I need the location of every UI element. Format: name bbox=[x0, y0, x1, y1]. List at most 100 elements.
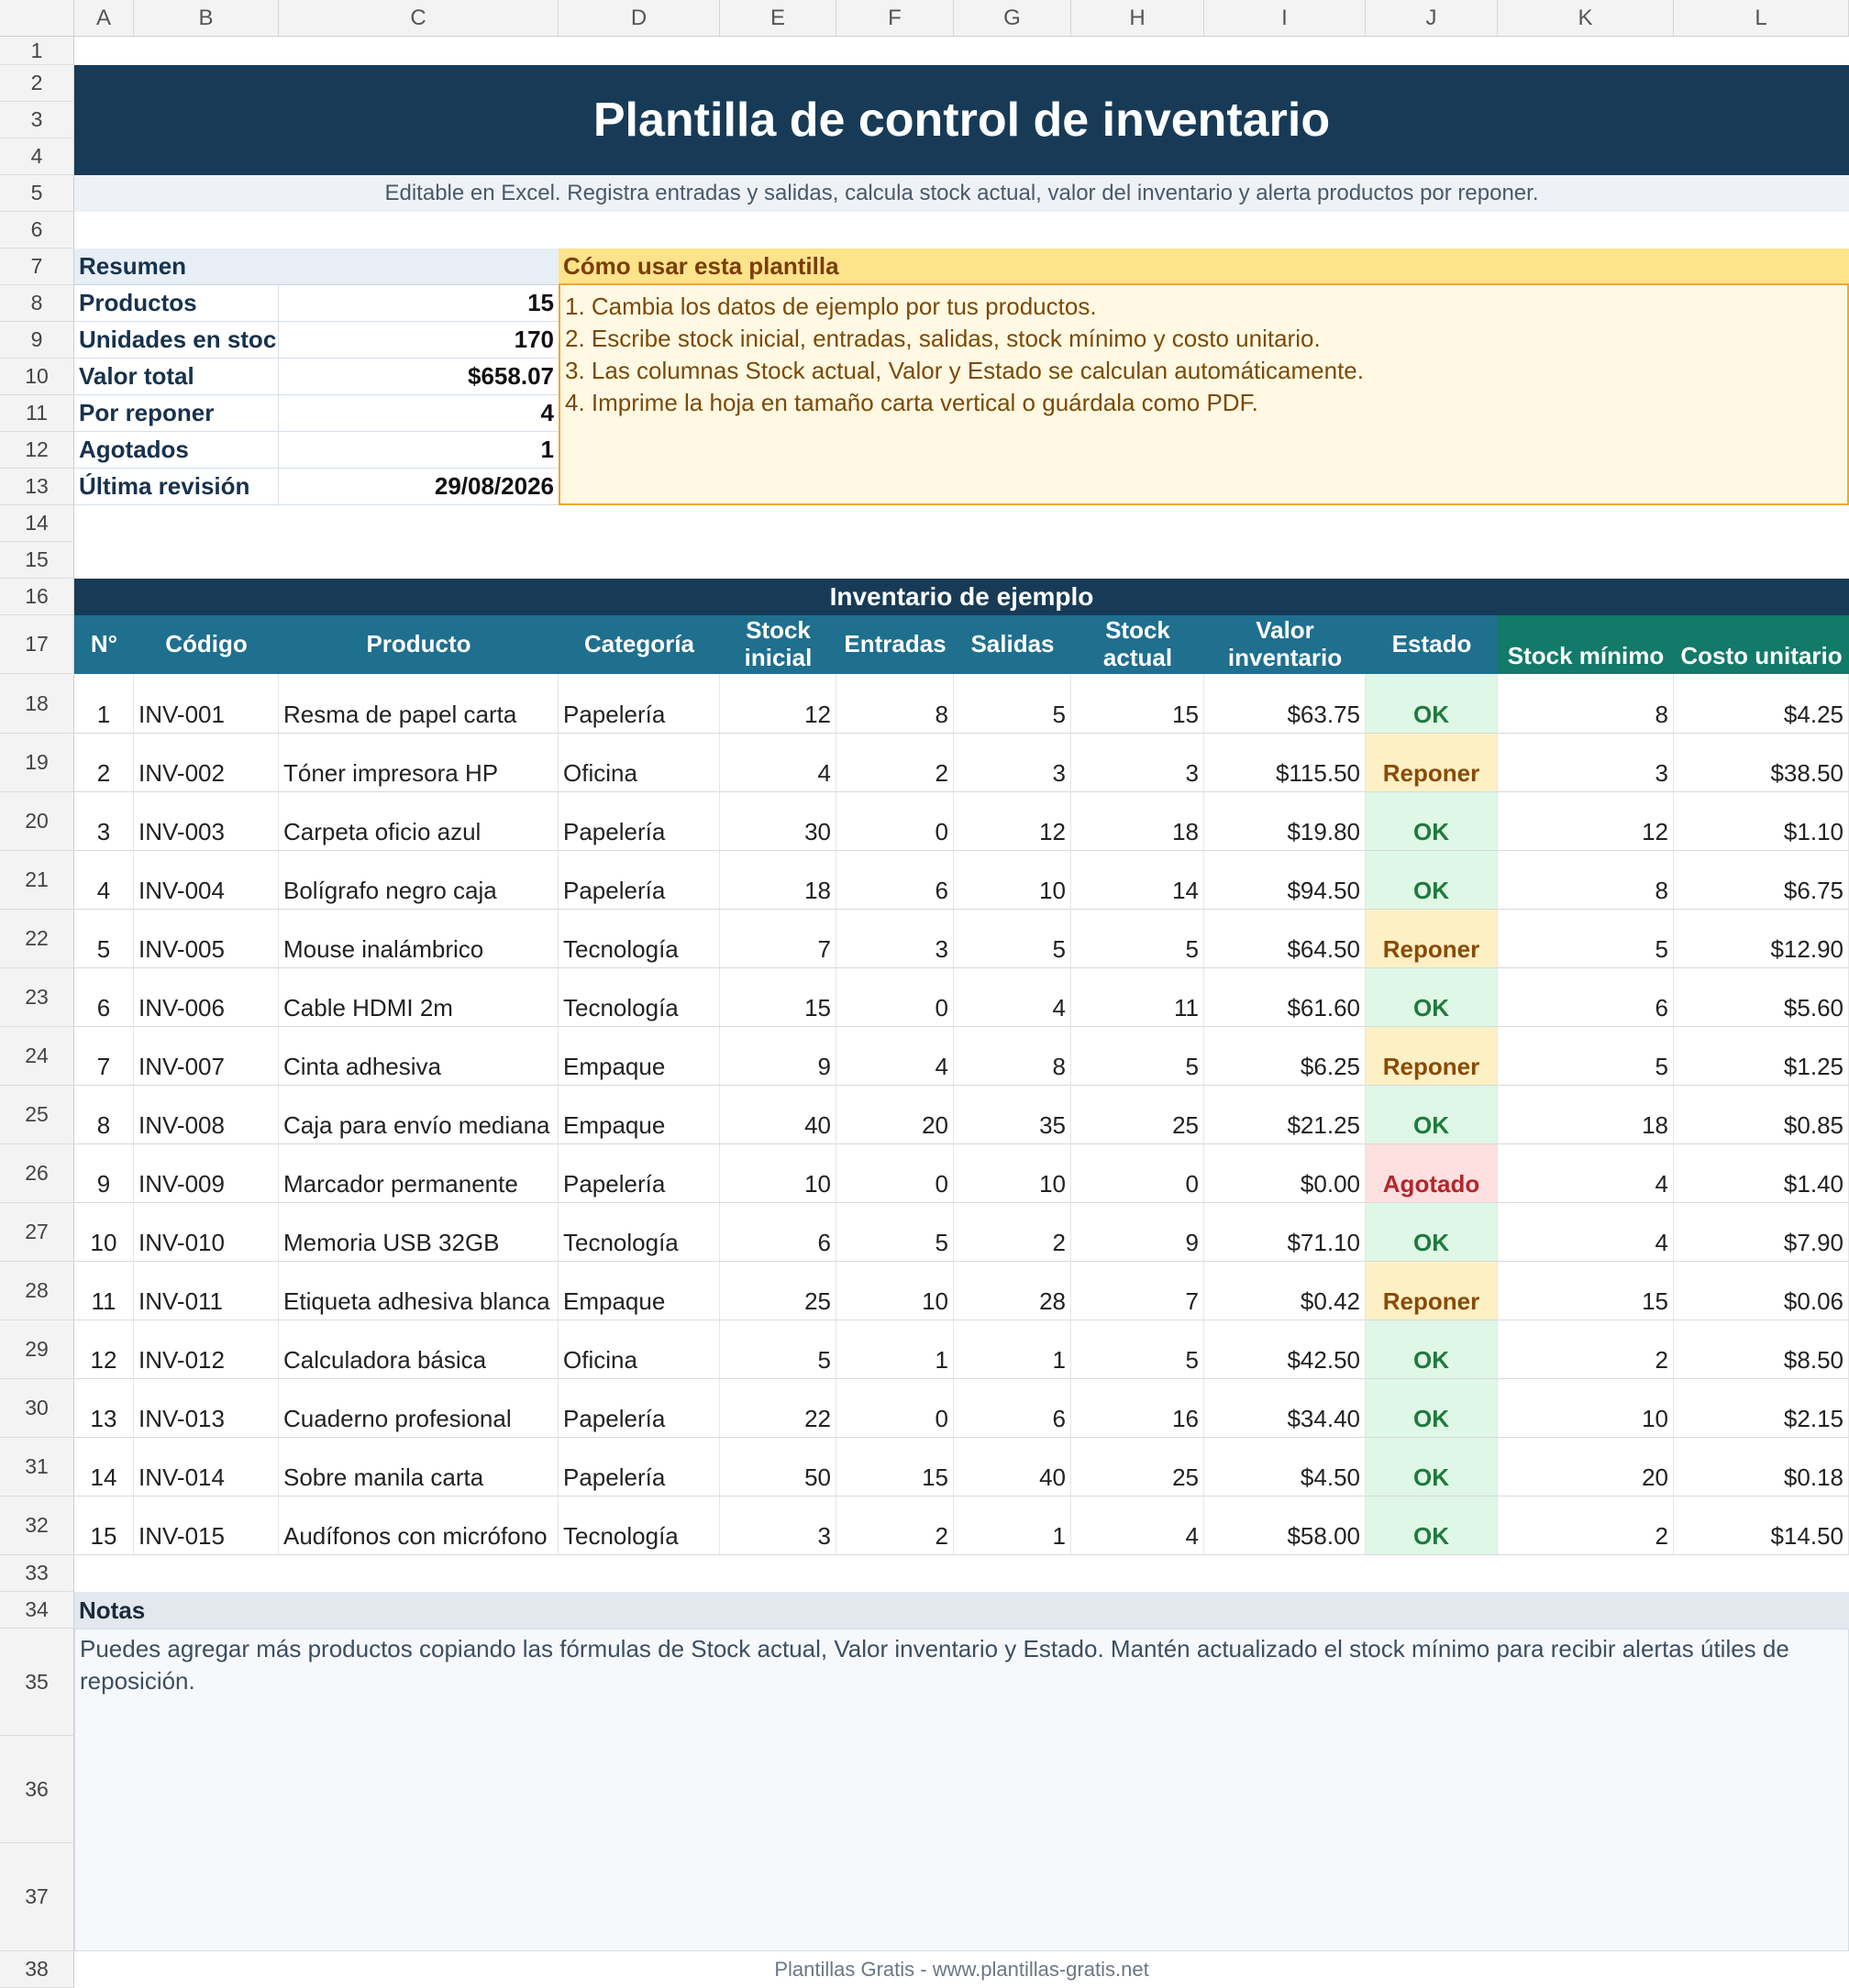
column-heading-category[interactable]: Categoría bbox=[559, 615, 720, 674]
cell-in[interactable]: 1 bbox=[836, 1320, 954, 1379]
how-to-instructions[interactable]: 1. Cambia los datos de ejemplo por tus p… bbox=[559, 285, 1849, 505]
cell-category[interactable]: Tecnología bbox=[559, 968, 720, 1027]
row-header-33[interactable]: 33 bbox=[0, 1555, 74, 1592]
row-header-3[interactable]: 3 bbox=[0, 102, 74, 138]
row-header-11[interactable]: 11 bbox=[0, 395, 74, 432]
cell-current[interactable]: 5 bbox=[1071, 910, 1204, 968]
cell-cost[interactable]: $12.90 bbox=[1674, 910, 1849, 968]
cell-code[interactable]: INV-011 bbox=[134, 1262, 279, 1320]
cell-product[interactable]: Sobre manila carta bbox=[279, 1438, 559, 1497]
row-header-31[interactable]: 31 bbox=[0, 1438, 74, 1497]
cell-product[interactable]: Calculadora básica bbox=[279, 1320, 559, 1379]
row-header-23[interactable]: 23 bbox=[0, 968, 74, 1027]
cell-current[interactable]: 18 bbox=[1071, 792, 1204, 851]
cell-initial[interactable]: 10 bbox=[720, 1144, 836, 1203]
row-header-38[interactable]: 38 bbox=[0, 1951, 74, 1988]
cell-code[interactable]: INV-014 bbox=[134, 1438, 279, 1497]
summary-label[interactable]: Por reponer bbox=[74, 395, 279, 432]
summary-value[interactable]: 29/08/2026 bbox=[279, 469, 559, 505]
row-header-2[interactable]: 2 bbox=[0, 65, 74, 102]
cell-initial[interactable]: 5 bbox=[720, 1320, 836, 1379]
cell-initial[interactable]: 15 bbox=[720, 968, 836, 1027]
cell-min[interactable]: 8 bbox=[1498, 851, 1674, 910]
row-header-5[interactable]: 5 bbox=[0, 175, 74, 212]
column-header-k[interactable]: K bbox=[1498, 0, 1674, 37]
cell-value[interactable]: $6.25 bbox=[1204, 1027, 1366, 1086]
cell-out[interactable]: 5 bbox=[954, 674, 1071, 734]
column-header-g[interactable]: G bbox=[954, 0, 1071, 37]
cell-current[interactable]: 4 bbox=[1071, 1497, 1204, 1555]
row-header-17[interactable]: 17 bbox=[0, 615, 74, 674]
cell-product[interactable]: Cable HDMI 2m bbox=[279, 968, 559, 1027]
cell-out[interactable]: 4 bbox=[954, 968, 1071, 1027]
status-badge[interactable]: OK bbox=[1366, 674, 1498, 734]
cell-value[interactable]: $0.00 bbox=[1204, 1144, 1366, 1203]
cell-out[interactable]: 12 bbox=[954, 792, 1071, 851]
row-header-6[interactable]: 6 bbox=[0, 212, 74, 248]
summary-label[interactable]: Valor total bbox=[74, 359, 279, 395]
row-header-26[interactable]: 26 bbox=[0, 1144, 74, 1203]
cell-current[interactable]: 0 bbox=[1071, 1144, 1204, 1203]
cell-in[interactable]: 6 bbox=[836, 851, 954, 910]
row-header-12[interactable]: 12 bbox=[0, 432, 74, 469]
cell-category[interactable]: Tecnología bbox=[559, 1497, 720, 1555]
select-all-corner[interactable] bbox=[0, 0, 74, 37]
cell-current[interactable]: 9 bbox=[1071, 1203, 1204, 1262]
cell-category[interactable]: Papelería bbox=[559, 1379, 720, 1438]
cell-product[interactable]: Tóner impresora HP bbox=[279, 734, 559, 792]
inventory-title[interactable]: Inventario de ejemplo bbox=[74, 579, 1849, 615]
cell-current[interactable]: 16 bbox=[1071, 1379, 1204, 1438]
column-heading-n[interactable]: N° bbox=[74, 615, 134, 674]
cell-min[interactable]: 4 bbox=[1498, 1203, 1674, 1262]
cell-code[interactable]: INV-010 bbox=[134, 1203, 279, 1262]
cell-cost[interactable]: $1.25 bbox=[1674, 1027, 1849, 1086]
summary-value[interactable]: 15 bbox=[279, 285, 559, 322]
column-header-i[interactable]: I bbox=[1204, 0, 1366, 37]
summary-header[interactable]: Resumen bbox=[74, 248, 559, 285]
row-header-9[interactable]: 9 bbox=[0, 322, 74, 359]
cell-out[interactable]: 5 bbox=[954, 910, 1071, 968]
cell-in[interactable]: 0 bbox=[836, 792, 954, 851]
cell-in[interactable]: 0 bbox=[836, 1144, 954, 1203]
column-header-d[interactable]: D bbox=[559, 0, 720, 37]
column-heading-in[interactable]: Entradas bbox=[836, 615, 954, 674]
status-badge[interactable]: Agotado bbox=[1366, 1144, 1498, 1203]
cell-initial[interactable]: 12 bbox=[720, 674, 836, 734]
cell-product[interactable]: Cuaderno profesional bbox=[279, 1379, 559, 1438]
row-header-15[interactable]: 15 bbox=[0, 542, 74, 579]
summary-label[interactable]: Última revisión bbox=[74, 469, 279, 505]
cell-in[interactable]: 8 bbox=[836, 674, 954, 734]
cell-category[interactable]: Oficina bbox=[559, 1320, 720, 1379]
column-header-h[interactable]: H bbox=[1071, 0, 1204, 37]
row-header-24[interactable]: 24 bbox=[0, 1027, 74, 1086]
cell-value[interactable]: $58.00 bbox=[1204, 1497, 1366, 1555]
cell-in[interactable]: 2 bbox=[836, 1497, 954, 1555]
cell-initial[interactable]: 30 bbox=[720, 792, 836, 851]
cell-value[interactable]: $71.10 bbox=[1204, 1203, 1366, 1262]
cell-n[interactable]: 8 bbox=[74, 1086, 134, 1144]
cell-initial[interactable]: 6 bbox=[720, 1203, 836, 1262]
cell-out[interactable]: 1 bbox=[954, 1497, 1071, 1555]
column-header-f[interactable]: F bbox=[836, 0, 954, 37]
cell-cost[interactable]: $0.85 bbox=[1674, 1086, 1849, 1144]
cell-current[interactable]: 11 bbox=[1071, 968, 1204, 1027]
cell-code[interactable]: INV-006 bbox=[134, 968, 279, 1027]
column-heading-status[interactable]: Estado bbox=[1366, 615, 1498, 674]
cell-code[interactable]: INV-002 bbox=[134, 734, 279, 792]
cell-n[interactable]: 5 bbox=[74, 910, 134, 968]
row-header-22[interactable]: 22 bbox=[0, 910, 74, 968]
cell-n[interactable]: 13 bbox=[74, 1379, 134, 1438]
column-heading-initial[interactable]: Stock inicial bbox=[720, 615, 836, 674]
cell-cost[interactable]: $38.50 bbox=[1674, 734, 1849, 792]
cell-cost[interactable]: $4.25 bbox=[1674, 674, 1849, 734]
column-header-c[interactable]: C bbox=[279, 0, 559, 37]
row-header-35[interactable]: 35 bbox=[0, 1629, 74, 1736]
row-header-29[interactable]: 29 bbox=[0, 1320, 74, 1379]
cell-category[interactable]: Papelería bbox=[559, 1438, 720, 1497]
page-title[interactable]: Plantilla de control de inventario bbox=[74, 65, 1849, 175]
cell-cost[interactable]: $0.06 bbox=[1674, 1262, 1849, 1320]
notes-header[interactable]: Notas bbox=[74, 1592, 1849, 1629]
cell-cost[interactable]: $14.50 bbox=[1674, 1497, 1849, 1555]
cell-min[interactable]: 20 bbox=[1498, 1438, 1674, 1497]
row-header-36[interactable]: 36 bbox=[0, 1736, 74, 1843]
